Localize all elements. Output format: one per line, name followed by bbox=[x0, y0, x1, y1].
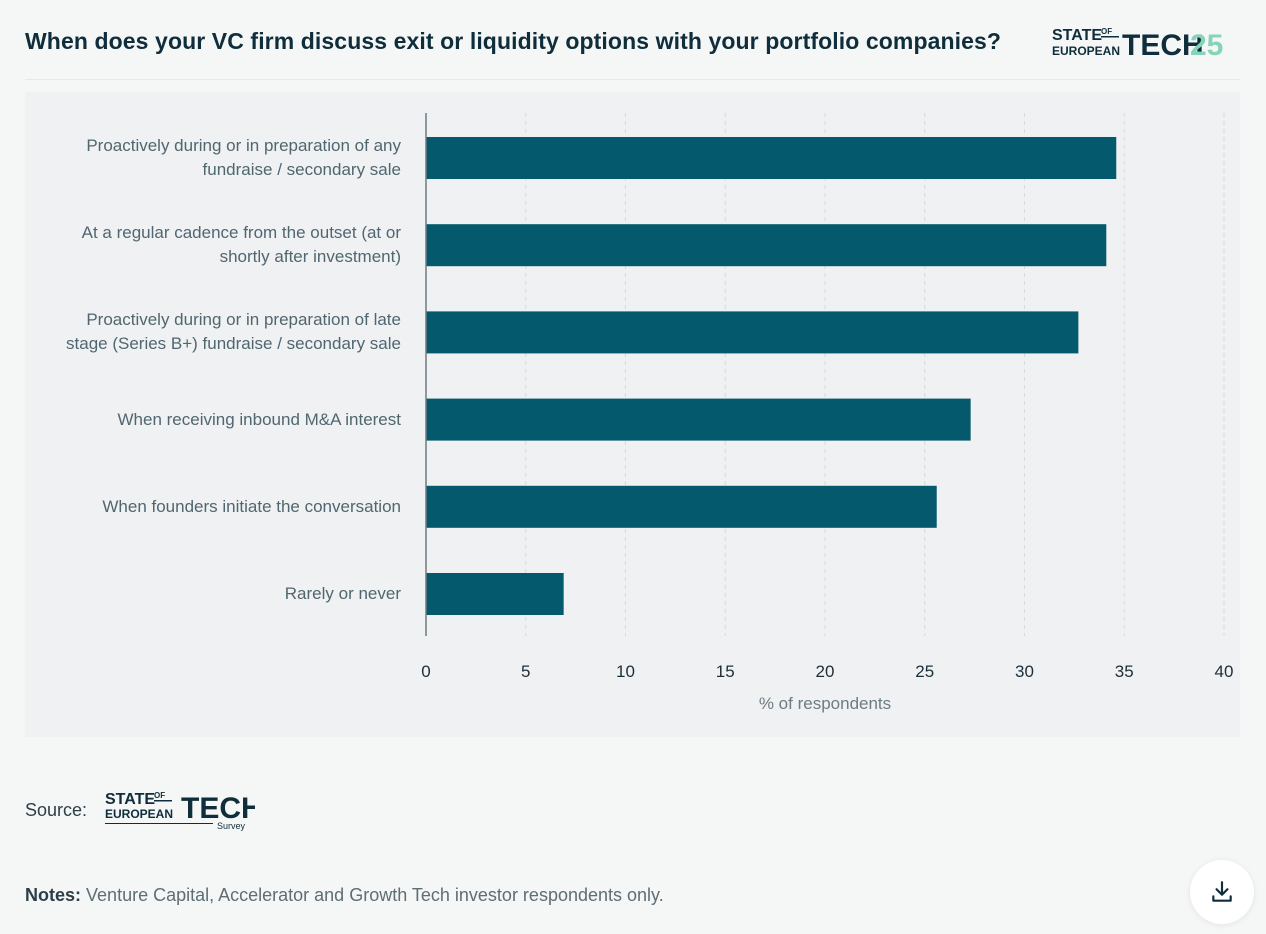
bar[interactable] bbox=[426, 224, 1107, 267]
category-label-line: At a regular cadence from the outset (at… bbox=[81, 223, 401, 243]
brand-of-text: OF bbox=[1101, 27, 1112, 36]
notes: Notes: Venture Capital, Accelerator and … bbox=[25, 885, 664, 906]
x-tick-label: 20 bbox=[815, 662, 835, 681]
survey-logo-of-rule bbox=[154, 800, 172, 802]
survey-logo-european: EUROPEAN bbox=[105, 807, 173, 821]
survey-logo-rule bbox=[105, 823, 213, 824]
category-label-line: When receiving inbound M&A interest bbox=[117, 409, 402, 429]
brand-european-text: EUROPEAN bbox=[1052, 44, 1120, 58]
header-divider bbox=[25, 79, 1240, 80]
bar[interactable] bbox=[426, 485, 937, 528]
category-label-line: When founders initiate the conversation bbox=[102, 496, 401, 516]
x-tick-label: 15 bbox=[715, 662, 735, 681]
survey-logo-state: STATE bbox=[105, 791, 155, 808]
notes-label: Notes: bbox=[25, 885, 82, 905]
brand-state-text: STATE bbox=[1052, 27, 1102, 44]
x-axis-label: % of respondents bbox=[758, 694, 892, 713]
category-label-line: Proactively during or in preparation of … bbox=[86, 310, 401, 330]
category-label-line: Proactively during or in preparation of … bbox=[86, 136, 401, 155]
survey-logo-tech: TECH bbox=[181, 792, 255, 825]
category-label: Rarely or never bbox=[21, 582, 401, 606]
x-tick-label: 35 bbox=[1114, 662, 1134, 681]
x-tick-label: 5 bbox=[521, 662, 531, 681]
x-tick-label: 10 bbox=[616, 662, 635, 681]
brand-year-text: 25 bbox=[1190, 29, 1223, 60]
category-label: Proactively during or in preparation of … bbox=[21, 134, 401, 182]
x-tick-label: 40 bbox=[1214, 662, 1234, 681]
x-tick-label: 30 bbox=[1015, 662, 1034, 681]
survey-logo: STATE OF EUROPEAN TECH Survey bbox=[105, 791, 255, 831]
category-label-line: fundraise / secondary sale bbox=[202, 160, 401, 179]
notes-text: Venture Capital, Accelerator and Growth … bbox=[86, 885, 664, 905]
x-tick-label: 25 bbox=[915, 662, 935, 681]
bar[interactable] bbox=[426, 573, 564, 615]
category-label-line: shortly after investment) bbox=[219, 247, 401, 267]
bar[interactable] bbox=[426, 311, 1079, 354]
chart-title: When does your VC firm discuss exit or l… bbox=[25, 28, 1002, 54]
download-icon bbox=[1212, 881, 1232, 902]
survey-logo-sub: Survey bbox=[217, 821, 246, 831]
category-label: Proactively during or in preparation of … bbox=[21, 308, 401, 356]
category-label: At a regular cadence from the outset (at… bbox=[21, 221, 401, 269]
bar[interactable] bbox=[426, 137, 1117, 179]
survey-logo-of: OF bbox=[154, 791, 165, 800]
category-label: When receiving inbound M&A interest bbox=[21, 408, 402, 432]
category-label-line: Rarely or never bbox=[284, 584, 401, 603]
category-label-line: stage (Series B+) fundraise / secondary … bbox=[66, 334, 401, 354]
category-label: When founders initiate the conversation bbox=[21, 495, 401, 519]
bar[interactable] bbox=[426, 398, 971, 441]
download-button[interactable] bbox=[1190, 860, 1254, 924]
brand-of-rule bbox=[1101, 36, 1119, 38]
brand-tech-text: TECH bbox=[1122, 29, 1204, 60]
header: When does your VC firm discuss exit or l… bbox=[0, 0, 1266, 80]
source-label: Source: bbox=[25, 800, 88, 820]
bar-chart bbox=[425, 113, 1225, 636]
x-tick-label: 0 bbox=[421, 662, 431, 681]
brand-logo: STATE OF EUROPEAN TECH 25 bbox=[1052, 27, 1223, 60]
